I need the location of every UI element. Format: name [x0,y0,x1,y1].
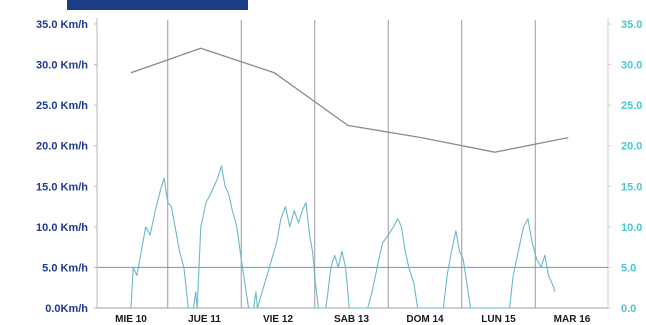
y-tick-label-right: 10.0 [621,222,642,234]
y-tick-label-left: 35.0 Km/h [36,19,88,31]
y-tick-label-right: 5.0 [621,262,636,274]
y-tick-label-left: 30.0 Km/h [36,60,88,72]
y-tick-label-right: 0.0 [621,303,636,315]
y-tick-label-left: 5.0 Km/h [42,262,88,274]
header-bar [67,0,248,10]
x-tick-label: JUE 11 [188,314,221,325]
x-tick-label: SAB 13 [334,314,369,325]
series-line-gray [130,47,569,153]
x-tick-label: DOM 14 [406,314,444,325]
y-tick-label-left: 10.0 Km/h [36,222,88,234]
y-tick-label-right: 30.0 [621,60,642,72]
series [130,47,569,309]
y-tick-label-right: 15.0 [621,181,642,193]
y-tick-label-right: 20.0 [621,141,642,153]
series-line-cyan [130,165,556,309]
y-tick-label-left: 20.0 Km/h [36,141,88,153]
y-tick-label-right: 35.0 [621,19,642,31]
y-tick-label-left: 0.0Km/h [45,303,88,315]
grid [167,20,536,308]
y-tick-label-right: 25.0 [621,100,642,112]
x-tick-label: LUN 15 [481,314,516,325]
labels: 35.0 Km/h 30.0 Km/h 25.0 Km/h 20.0 Km/h 15.0… [36,19,642,325]
x-tick-label: MIE 10 [115,314,147,325]
x-tick-label: MAR 16 [554,314,591,325]
x-tick-label: VIE 12 [263,314,293,325]
y-tick-label-left: 15.0 Km/h [36,181,88,193]
y-tick-label-left: 25.0 Km/h [36,100,88,112]
